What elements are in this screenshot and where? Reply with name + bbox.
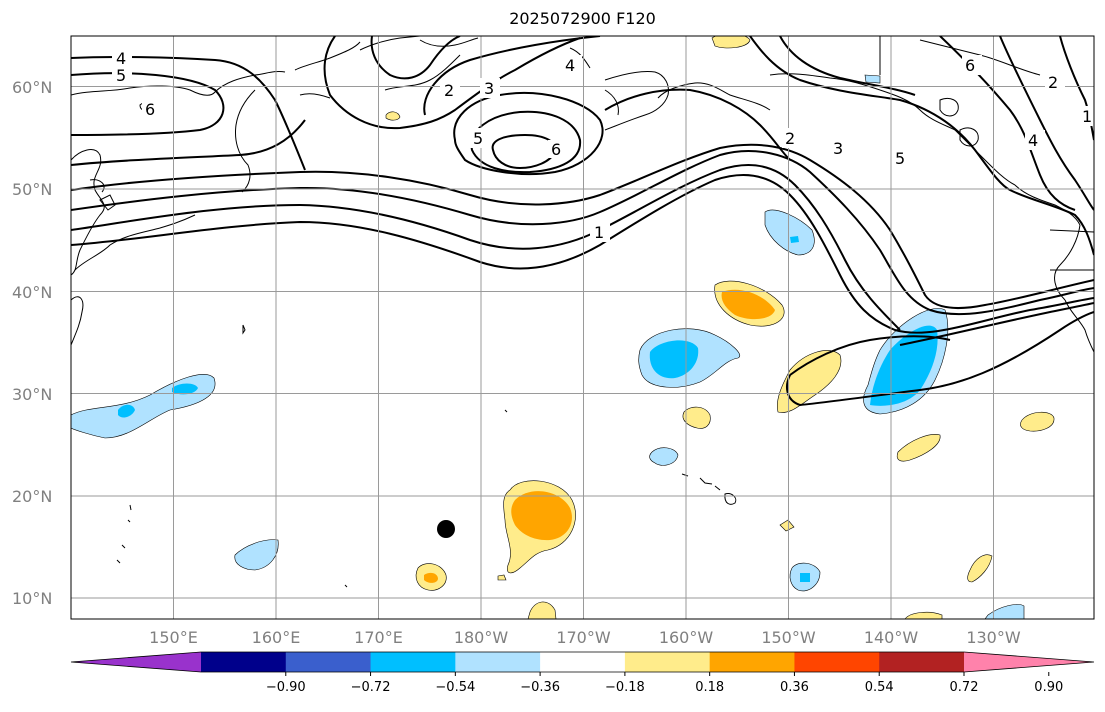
contour-label: 6	[551, 140, 561, 159]
lat-label-40n: 40°N	[12, 283, 52, 302]
contour-label: 6	[965, 56, 975, 75]
lat-label-20n: 20°N	[12, 487, 52, 506]
colorbar-segment	[455, 652, 541, 672]
contour-label: 1	[594, 223, 604, 242]
lon-label-140w: 140°W	[864, 628, 919, 647]
lon-label-160e: 160°E	[252, 628, 301, 647]
contour-label: 2	[444, 81, 454, 100]
contour-label-group: 4 5 6 2 3 4 5 6 1 2 3 5 6 2	[112, 49, 1094, 242]
lon-label-170e: 170°E	[354, 628, 403, 647]
colorbar-segment	[794, 652, 880, 672]
lon-label-180w: 180°W	[454, 628, 509, 647]
colorbar-high-extension	[964, 652, 1094, 672]
colorbar-segment	[370, 652, 456, 672]
lat-label-10n: 10°N	[12, 589, 52, 608]
map-title: 2025072900 F120	[509, 9, 656, 28]
colorbar-tick-label: 0.18	[695, 680, 724, 695]
contour-lines	[71, 36, 1094, 407]
contour-label: 4	[116, 49, 126, 68]
longitude-labels: 150°E 160°E 170°E 180°W 170°W 160°W 150°…	[149, 628, 1021, 647]
colorbar-tick-label: 0.54	[865, 680, 894, 695]
lon-label-170w: 170°W	[556, 628, 611, 647]
colorbar: −0.90 −0.72 −0.54 −0.36 −0.18 0.18 0.36 0.54 0.7…	[70, 651, 1095, 695]
lat-label-50n: 50°N	[12, 180, 52, 199]
colorbar-segment	[624, 652, 711, 672]
negative-anomaly-shading	[71, 74, 1025, 619]
colorbar-segment	[285, 652, 372, 672]
contour-label: 4	[1028, 131, 1038, 150]
contour-label: 2	[1048, 73, 1058, 92]
contour-label: 6	[145, 100, 155, 119]
storm-position-marker	[437, 520, 455, 538]
positive-anomaly-shading	[385, 36, 1055, 619]
contour-label: 3	[484, 79, 494, 98]
contour-label: 4	[565, 56, 575, 75]
colorbar-outline	[70, 651, 1095, 673]
contour-label: 3	[833, 139, 843, 158]
colorbar-low-extension	[71, 652, 201, 672]
colorbar-tick-label: −0.18	[605, 680, 645, 695]
gridlines	[71, 36, 1094, 619]
colorbar-segment	[709, 652, 795, 672]
contour-label: 5	[473, 129, 483, 148]
lon-label-150e: 150°E	[149, 628, 198, 647]
lat-label-60n: 60°N	[12, 78, 52, 97]
colorbar-segment	[201, 652, 287, 672]
colorbar-tick-label: 0.36	[780, 680, 809, 695]
colorbar-tick-label: −0.90	[266, 680, 306, 695]
map-frame	[70, 35, 1095, 620]
colorbar-tick-label: −0.36	[520, 680, 560, 695]
contour-label: 1	[1082, 107, 1092, 126]
colorbar-segment	[540, 652, 626, 672]
lon-label-160w: 160°W	[659, 628, 714, 647]
colorbar-tick-label: −0.72	[351, 680, 391, 695]
colorbar-tick-label: 0.90	[1034, 680, 1063, 695]
lat-label-30n: 30°N	[12, 385, 52, 404]
contour-label: 2	[785, 129, 795, 148]
colorbar-tick-label: 0.72	[950, 680, 979, 695]
contour-label: 5	[116, 66, 126, 85]
contour-label: 5	[895, 149, 905, 168]
latitude-labels: 60°N 50°N 40°N 30°N 20°N 10°N	[12, 78, 52, 608]
colorbar-segment	[879, 652, 965, 672]
colorbar-tick-label: −0.54	[435, 680, 475, 695]
lon-label-150w: 150°W	[761, 628, 816, 647]
lon-label-130w: 130°W	[966, 628, 1021, 647]
